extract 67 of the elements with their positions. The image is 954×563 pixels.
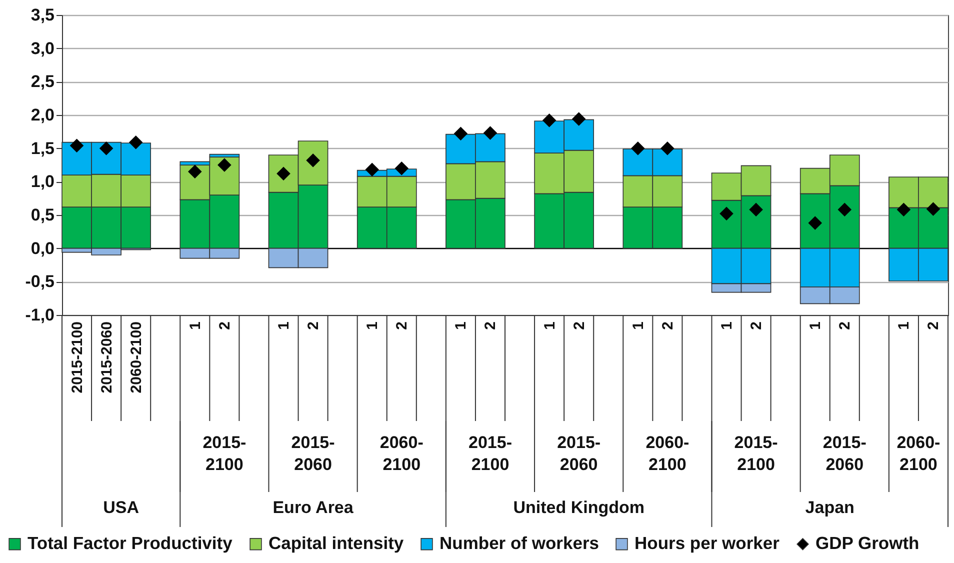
- point: [454, 126, 468, 141]
- text: Japan: [805, 498, 854, 517]
- x-tick-label: 1: [186, 322, 204, 330]
- text: 2060-2100: [646, 433, 690, 474]
- y-tick-label: 1,0: [30, 172, 54, 192]
- x-tick-label: 2: [748, 322, 766, 330]
- y-tick-label: -1,0: [25, 306, 54, 324]
- text: 2015-2060: [557, 433, 601, 474]
- x-tick-label: 2: [305, 322, 322, 330]
- point: [70, 138, 84, 153]
- text: 2015-2100: [734, 433, 778, 474]
- text: Euro Area: [272, 498, 354, 517]
- x-tick-label: 2: [482, 322, 500, 330]
- legend-label: Hours per worker: [634, 533, 780, 554]
- x-tick-label: 2: [570, 322, 588, 330]
- x-tick-label: 2: [659, 322, 676, 330]
- x-tick-label: 2015-2100: [68, 322, 86, 394]
- y-tick-label: 1,5: [30, 138, 54, 158]
- x-tick-label: 1: [276, 322, 292, 330]
- point: [896, 202, 911, 217]
- x-tick-label: 1: [896, 322, 913, 330]
- text: 2015-2060: [291, 433, 335, 474]
- x-tick-label: 2: [836, 322, 854, 330]
- text: 2015-2100: [202, 433, 246, 474]
- y-tick-label: 3,5: [30, 6, 54, 24]
- text: United Kingdom: [513, 498, 644, 517]
- point: [631, 141, 645, 156]
- legend-label: Capital intensity: [268, 533, 404, 554]
- y-tick-label: 2,5: [30, 72, 54, 92]
- legend-label: GDP Growth: [816, 533, 920, 554]
- y-tick-label: 2,0: [30, 106, 54, 124]
- x-tick-label: 2: [925, 322, 942, 330]
- text: 2060-2100: [896, 433, 940, 474]
- point: [720, 206, 734, 221]
- x-tick-label: 2015-2060: [98, 322, 116, 394]
- y-tick-label: 0,5: [30, 206, 54, 224]
- point: [660, 141, 674, 156]
- point: [483, 126, 498, 140]
- y-tick-label: 0,0: [30, 238, 54, 258]
- point: [926, 202, 940, 216]
- x-tick-label: 2: [394, 322, 411, 330]
- point: [572, 112, 586, 126]
- x-tick-label: 1: [364, 322, 382, 330]
- legend-label: Total Factor Productivity: [28, 533, 233, 554]
- x-tick-label: 1: [541, 322, 558, 330]
- x-tick-label: 1: [452, 322, 470, 330]
- text: 2060-2100: [380, 433, 424, 474]
- x-tick-label: 1: [718, 322, 736, 330]
- point: [218, 158, 232, 172]
- point: [542, 113, 556, 128]
- legend-label: Number of workers: [440, 533, 600, 554]
- point: [749, 202, 763, 217]
- y-tick-label: 3,0: [30, 38, 54, 58]
- x-tick-label: 1: [807, 322, 824, 330]
- text: 2015-2100: [468, 433, 512, 474]
- point: [394, 161, 409, 176]
- point: [188, 164, 202, 179]
- text: 2015-2060: [822, 433, 866, 474]
- point: [838, 202, 852, 217]
- y-tick-label: -0,5: [25, 272, 54, 292]
- point: [365, 162, 379, 177]
- x-tick-label: 1: [630, 322, 647, 330]
- text: USA: [103, 498, 140, 517]
- point: [128, 135, 143, 150]
- x-tick-label: 2060-2100: [128, 322, 145, 394]
- x-tick-label: 2: [216, 322, 234, 330]
- point: [99, 141, 114, 156]
